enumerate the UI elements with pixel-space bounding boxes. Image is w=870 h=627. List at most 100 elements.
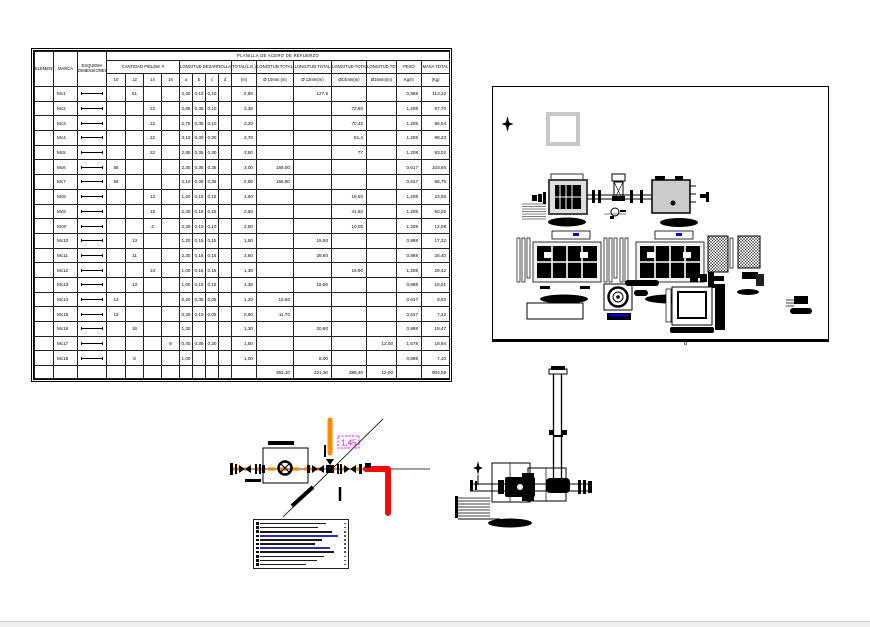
cell-c: 0,15	[205, 188, 219, 205]
cell-q16	[161, 100, 180, 117]
cell-esquema	[77, 115, 107, 132]
cell-q10	[106, 86, 126, 102]
rebar-shape-sketch	[80, 356, 104, 360]
rebar-shape-sketch	[80, 297, 104, 301]
cell-d	[218, 276, 232, 293]
cell-marca: Mc5	[53, 144, 78, 161]
cell-d14	[331, 321, 367, 337]
legend-qty-mark	[344, 555, 346, 558]
cell-d16	[366, 218, 397, 234]
cell-elemento	[34, 144, 54, 161]
cell-marca: Mc9'	[53, 218, 78, 234]
cell-d12	[293, 291, 332, 308]
cell-q14	[143, 350, 162, 367]
table-row: Mc2 22 2,85 0,35 0,10 3,30 72,60 1,208 87,70	[34, 100, 451, 117]
dimension-label: 1,45	[341, 439, 357, 448]
cell-d10: 168,00	[256, 159, 294, 176]
legend-row	[256, 542, 346, 546]
cell-b: 0,15	[192, 203, 206, 220]
legend-bullet-icon	[256, 538, 259, 542]
col-total-ld: TOTAL(L.D.)	[231, 60, 257, 74]
legend-row	[256, 534, 346, 538]
legend-text-bar	[260, 559, 317, 562]
sub-q10: 10	[106, 73, 126, 87]
total-cell-elemento	[34, 365, 54, 380]
cell-q10	[106, 335, 126, 352]
cell-total: 2,60	[231, 203, 257, 220]
cell-q14: 16	[143, 203, 162, 220]
cell-q12: 11	[125, 247, 144, 264]
cell-masa: 50,25	[420, 203, 451, 220]
rebar-shape-sketch	[80, 121, 104, 125]
header-sub-row: 10 12 14 16 a b c d (m) Ø 10mm (m) Ø 12m…	[35, 73, 451, 87]
cell-d16	[366, 306, 397, 322]
legend-qty-mark	[344, 547, 346, 549]
legend-text-bar	[260, 555, 324, 558]
assembly-plan-right-tank	[651, 176, 709, 227]
cell-q16	[161, 86, 180, 102]
cell-marca: Mc13	[53, 276, 78, 293]
rebar-shape-sketch	[80, 209, 104, 213]
cell-marca: Mc14	[53, 291, 78, 308]
table-row: Mc7 56 2,10 0,35 0,35 2,80 156,80 0,617 96,75	[34, 174, 451, 190]
cell-d16	[366, 144, 397, 161]
cell-total: 2,50	[231, 86, 257, 102]
cell-d10	[256, 247, 294, 264]
cell-d	[218, 232, 232, 249]
cell-q12	[125, 335, 144, 352]
cell-d	[218, 86, 232, 102]
table-row: Mc17 8 0,40 0,35 0,20 1,50 12,00 1,578 18,94	[34, 335, 451, 352]
cell-d10	[256, 262, 294, 278]
total-cell-total	[231, 365, 257, 380]
connector-and-pipe	[587, 173, 652, 203]
cell-elemento	[34, 203, 54, 220]
cell-d16	[366, 262, 397, 278]
cell-marca: Mc17	[53, 335, 78, 352]
cell-q10	[106, 262, 126, 278]
cell-a: 2,85	[179, 100, 193, 117]
cell-peso: 1,578	[396, 335, 422, 352]
cell-q12: 16	[125, 321, 144, 337]
cell-d16	[366, 100, 397, 117]
cell-d10: 156,80	[256, 174, 294, 190]
cell-q14: 13	[143, 262, 162, 278]
cell-d10	[256, 335, 294, 352]
red-pipe-elbow	[363, 466, 391, 516]
cell-b: 0,15	[192, 188, 206, 205]
cell-b: 0,35	[192, 115, 206, 132]
cell-a: 1,00	[179, 350, 193, 367]
cell-masa: 98,33	[420, 130, 451, 146]
col-elemento: ELEMENTO	[34, 51, 54, 87]
rebar-shape-sketch	[80, 92, 104, 96]
cell-q14	[143, 321, 162, 337]
cell-d12	[293, 262, 332, 278]
cell-a: 0,30	[179, 306, 193, 322]
cell-d14: 19,50	[331, 188, 367, 205]
cell-q14	[143, 306, 162, 322]
cell-b: 0,15	[192, 247, 206, 264]
small-gauge-detail	[604, 207, 626, 219]
cell-elemento	[34, 321, 54, 337]
cell-total: 2,60	[231, 247, 257, 264]
cell-d10	[256, 232, 294, 249]
table-row: Mc5 22 2,85 0,35 0,30 3,50 77 1,208 93,02	[34, 144, 451, 161]
cell-q16	[161, 262, 180, 278]
cell-total: 1,30	[231, 262, 257, 278]
cell-q12	[125, 130, 144, 146]
cell-d14: 77	[331, 144, 367, 161]
cell-d	[218, 262, 232, 278]
legend-text-bar	[260, 551, 334, 553]
base-pad	[488, 518, 532, 528]
cell-q12: 51	[125, 86, 144, 102]
cell-b: 0,15	[192, 232, 206, 249]
cell-peso: 1,208	[396, 218, 422, 234]
cell-a: 2,30	[179, 247, 193, 264]
cell-a: 2,10	[179, 174, 193, 190]
cell-q14: 4	[143, 218, 162, 234]
cell-d16: 12,00	[366, 335, 397, 352]
cell-d	[218, 159, 232, 176]
cell-q12	[125, 159, 144, 176]
legend-text-bar	[260, 563, 306, 566]
cell-q16: 8	[161, 335, 180, 352]
cell-marca: Mc6	[53, 159, 78, 176]
